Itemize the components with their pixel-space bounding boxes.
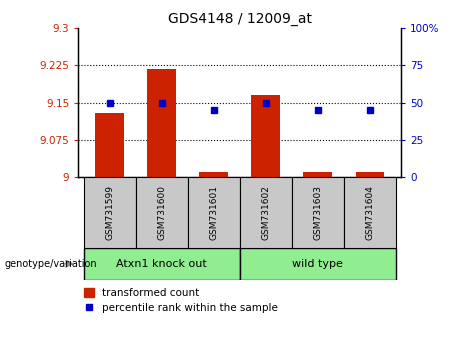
Bar — [240, 248, 396, 280]
Bar — [240, 177, 292, 248]
Bar — [83, 177, 136, 248]
Text: GSM731603: GSM731603 — [313, 185, 322, 240]
Bar — [200, 172, 228, 177]
Text: Atxn1 knock out: Atxn1 knock out — [116, 259, 207, 269]
Bar — [344, 177, 396, 248]
Title: GDS4148 / 12009_at: GDS4148 / 12009_at — [168, 12, 312, 26]
Text: GSM731604: GSM731604 — [365, 185, 374, 240]
Bar — [355, 172, 384, 177]
Bar — [136, 177, 188, 248]
Bar — [292, 177, 344, 248]
Text: GSM731599: GSM731599 — [105, 185, 114, 240]
Bar — [188, 177, 240, 248]
Bar — [303, 172, 332, 177]
Legend: transformed count, percentile rank within the sample: transformed count, percentile rank withi… — [83, 289, 278, 313]
Bar — [95, 113, 124, 177]
Text: wild type: wild type — [292, 259, 343, 269]
Bar — [83, 248, 240, 280]
Bar — [251, 95, 280, 177]
Text: GSM731600: GSM731600 — [157, 185, 166, 240]
Text: genotype/variation: genotype/variation — [5, 259, 97, 269]
Text: GSM731601: GSM731601 — [209, 185, 218, 240]
Text: GSM731602: GSM731602 — [261, 185, 270, 240]
Bar — [148, 69, 176, 177]
